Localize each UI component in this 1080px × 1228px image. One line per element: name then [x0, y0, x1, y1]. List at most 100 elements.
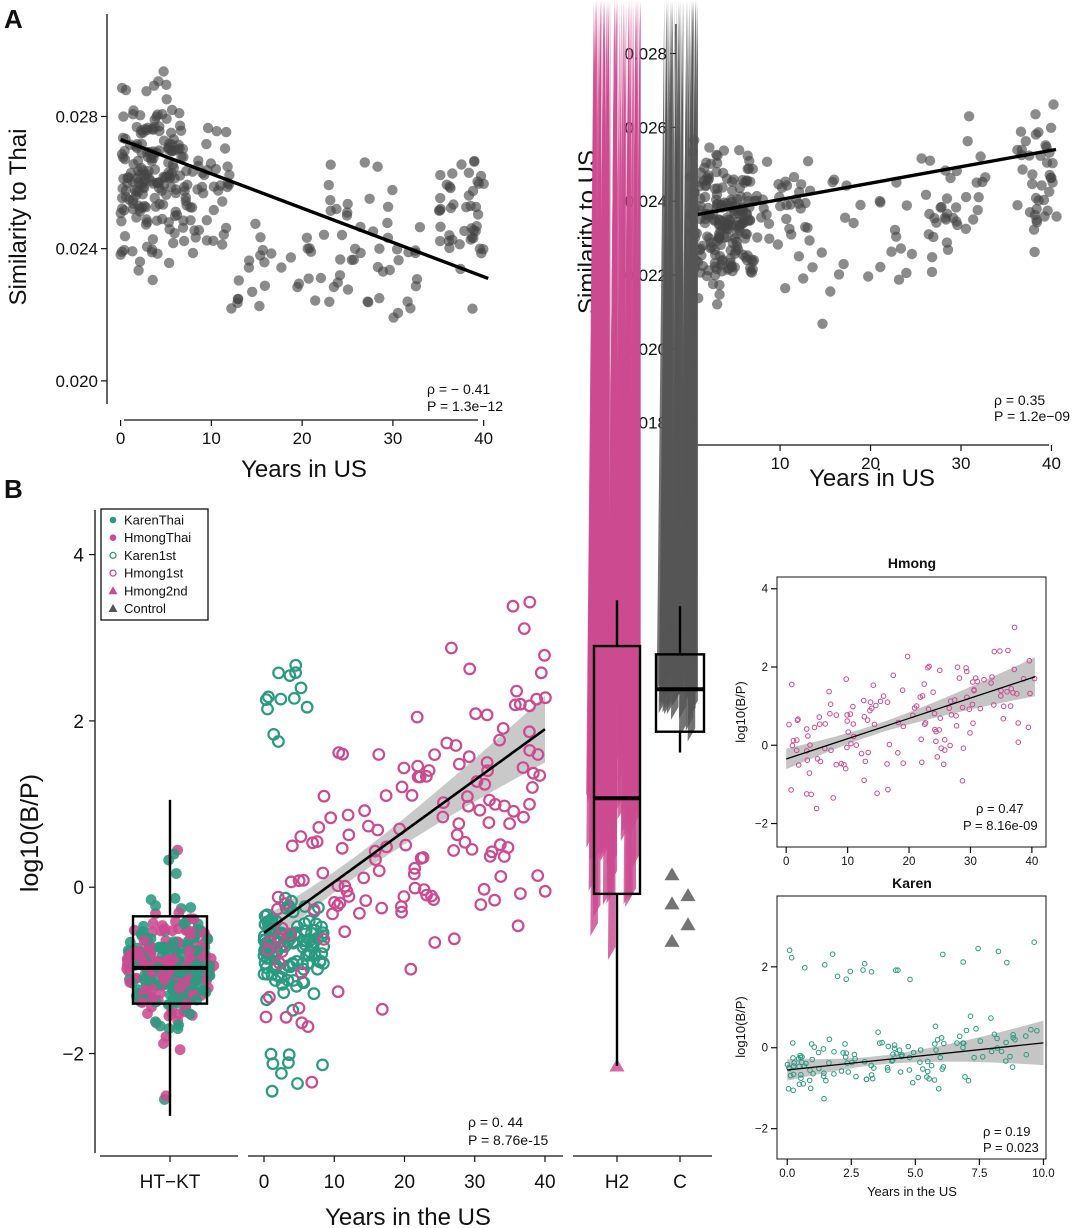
data-point [875, 197, 886, 208]
data-point [153, 76, 164, 87]
data-point [141, 86, 152, 97]
b-karen-x-axis-title: Years in the US [867, 1184, 957, 1199]
data-point [868, 969, 875, 975]
data-point [807, 1085, 814, 1092]
data-point [845, 1069, 852, 1075]
data-point [803, 726, 810, 732]
data-point [833, 269, 845, 280]
data-point [342, 828, 356, 842]
data-point [523, 595, 537, 609]
data-point [517, 622, 531, 635]
data-point [358, 804, 372, 818]
data-point [289, 658, 303, 672]
data-point [789, 742, 796, 749]
a2-fit-layer [689, 147, 1057, 218]
data-point [802, 222, 813, 233]
data-point [359, 157, 370, 168]
data-point [1008, 685, 1015, 692]
data-point [399, 838, 413, 852]
data-point [293, 278, 305, 289]
data-point [136, 147, 147, 159]
data-point [150, 1016, 161, 1027]
data-point [134, 256, 146, 267]
data-point [233, 275, 244, 286]
b-hmong-title: Hmong [888, 555, 936, 571]
data-point [335, 841, 349, 855]
data-point [833, 761, 840, 768]
data-point [893, 274, 905, 285]
data-point [1033, 195, 1044, 206]
b-main-x-tick-label: 20 [394, 1172, 415, 1193]
data-point [937, 667, 943, 674]
data-point [842, 1054, 849, 1060]
data-point [516, 761, 530, 774]
data-point [404, 962, 418, 976]
data-point [121, 963, 133, 975]
data-point [178, 235, 190, 247]
legend-marker [109, 516, 117, 524]
data-point [885, 1043, 892, 1050]
data-point [963, 1027, 970, 1034]
data-point [726, 176, 738, 187]
data-point [120, 185, 132, 196]
data-point [250, 218, 261, 229]
data-point [826, 688, 832, 695]
data-point [146, 984, 158, 995]
data-point [876, 1040, 883, 1046]
data-point [201, 215, 212, 226]
data-point [790, 1087, 797, 1094]
data-point [920, 1066, 926, 1072]
data-point [174, 108, 185, 119]
data-point [185, 902, 197, 913]
data-point [185, 215, 196, 226]
data-point [213, 185, 224, 196]
data-point [511, 919, 525, 933]
bh-y-tick-label: 0 [762, 740, 768, 752]
data-point [294, 681, 308, 695]
data-point [174, 967, 185, 979]
legend-box [100, 508, 209, 621]
data-point [468, 232, 479, 244]
legend-marker [108, 586, 118, 595]
data-point [258, 918, 272, 931]
bk-x-tick-label: 2.5 [843, 1168, 859, 1180]
box-iqr [592, 644, 642, 896]
data-point [494, 870, 508, 883]
data-point [860, 967, 866, 973]
data-point [534, 666, 548, 680]
data-point [947, 742, 953, 749]
data-point [147, 274, 158, 286]
data-point [795, 203, 806, 214]
data-point [785, 199, 796, 210]
data-point [282, 1056, 295, 1069]
data-point [481, 764, 495, 778]
b-hmong-y-ticks: −2 0 2 4 [755, 584, 777, 831]
data-point [920, 189, 932, 200]
data-point [397, 761, 411, 775]
data-point [884, 761, 890, 767]
data-point [734, 182, 745, 194]
b-hmong-rho-label: ρ = 0.47 [976, 801, 1024, 816]
data-point [372, 161, 383, 172]
data-point [260, 993, 274, 1007]
data-point [1005, 647, 1011, 654]
a1-x-ticks: 0 10 20 30 40 [116, 420, 493, 448]
data-point [833, 712, 840, 718]
data-point [538, 884, 552, 898]
data-point [168, 162, 179, 174]
data-point [895, 967, 901, 974]
data-point [909, 1079, 916, 1086]
data-point [969, 701, 976, 708]
data-point [441, 179, 452, 190]
data-point [217, 196, 228, 207]
data-point [379, 789, 393, 802]
data-point [141, 169, 153, 180]
a1-y-tick-label: 0.028 [55, 107, 98, 126]
data-point [761, 209, 772, 220]
data-point [734, 145, 745, 156]
data-point [526, 766, 540, 780]
data-point [462, 799, 475, 813]
a1-x-tick-label: 40 [474, 429, 493, 448]
data-point [997, 648, 1003, 654]
